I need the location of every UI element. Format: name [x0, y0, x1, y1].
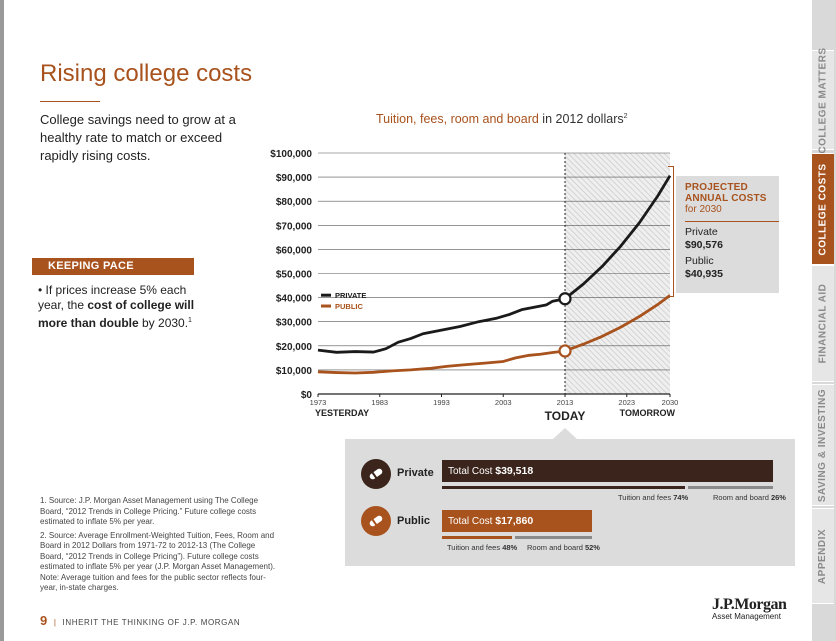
private-room-text: Room and board [713, 493, 769, 502]
side-tab-appendix[interactable]: APPENDIX [812, 508, 834, 604]
y-tick-label: $60,000 [276, 245, 313, 256]
page-title: Rising college costs [40, 60, 253, 87]
projected-public-label: Public [685, 255, 714, 267]
private-room-pct: 26% [770, 493, 786, 502]
y-tick-label: $80,000 [276, 197, 313, 208]
logo-line2: Asset Management [712, 612, 781, 621]
private-total-label: Total Cost [448, 466, 493, 477]
line-chart: $0 $10,000 $20,000 $30,000 $40,000 $50,000 $60… [270, 149, 679, 423]
y-tick-label: $30,000 [276, 318, 313, 329]
y-tick-label: $20,000 [276, 342, 313, 353]
private-tuition-pct: 74% [673, 493, 689, 502]
diploma-icon [361, 459, 391, 489]
today-marker-public [558, 344, 572, 358]
side-tab-label: APPENDIX [817, 528, 829, 584]
legend-label-private: PRIVATE [335, 291, 366, 300]
projection-line-public [564, 294, 671, 353]
y-tick-label: $90,000 [276, 173, 313, 184]
logo-line1: J.P.Morgan [712, 596, 787, 613]
y-tick-label: $100,000 [270, 149, 312, 160]
y-tick-label: $10,000 [276, 366, 313, 377]
side-tab-label: SAVING & INVESTING [817, 388, 829, 502]
public-total-label: Total Cost [448, 516, 493, 527]
today-panel-pointer [553, 428, 577, 439]
page-footer: 9 | INHERIT THE THINKING OF J.P. MORGAN [40, 613, 240, 628]
intro-text: College savings need to grow at a health… [40, 112, 236, 163]
side-tab-saving-investing[interactable]: SAVING & INVESTING [812, 384, 834, 506]
x-tick-label: 2003 [495, 398, 512, 407]
footnotes: 1. Source: J.P. Morgan Asset Management … [40, 496, 280, 597]
legend-label-public: PUBLIC [335, 302, 364, 311]
keeping-pace-text: • If prices increase 5% each year, the c… [38, 283, 198, 331]
private-total-bar: Total Cost $39,518 [442, 460, 773, 482]
projected-private-label: Private [685, 226, 718, 238]
x-tick-label: 1993 [433, 398, 450, 407]
public-room-split [515, 536, 592, 539]
private-tuition-text: Tuition and fees [618, 493, 672, 502]
side-tab-college-costs[interactable]: COLLEGE COSTS [812, 153, 834, 265]
x-tick-label: 2023 [618, 398, 635, 407]
footer-text: INHERIT THE THINKING OF J.P. MORGAN [62, 618, 241, 627]
private-room-split [688, 486, 773, 489]
y-tick-label: $50,000 [276, 270, 313, 281]
keeping-pace-label: KEEPING PACE [32, 258, 194, 275]
kp-text-post: by 2030. [138, 316, 189, 330]
side-tab-financial-aid[interactable]: FINANCIAL AID [812, 265, 834, 382]
x-tick-label: 1983 [371, 398, 388, 407]
public-total-bar: Total Cost $17,860 [442, 510, 592, 532]
y-tick-label: $0 [301, 390, 313, 401]
kp-footnote-mark: 1 [188, 317, 192, 324]
series-line-public [317, 349, 566, 375]
side-tab-label: COLLEGE MATTERS [817, 46, 829, 154]
chart-title: Tuition, fees, room and board in 2012 do… [376, 112, 628, 126]
footnote-2: 2. Source: Average Enrollment-Weighted T… [40, 530, 276, 593]
title-rule [40, 101, 100, 102]
chart-title-footnote: 2 [623, 112, 628, 120]
projected-private-value: $90,576 [685, 239, 723, 251]
public-total-value: $17,860 [495, 515, 534, 527]
public-tuition-pct: 48% [502, 543, 518, 552]
private-total-value: $39,518 [495, 465, 534, 477]
public-room-pct: 52% [584, 543, 600, 552]
public-room-text: Room and board [527, 543, 583, 552]
x-tick-label: 2030 [662, 398, 679, 407]
chart-title-plain: in 2012 dollars [538, 112, 624, 126]
projected-rule [685, 221, 779, 222]
y-tick-label: $40,000 [276, 294, 313, 305]
jpmorgan-logo: J.P.Morgan Asset Management [712, 596, 787, 621]
x-tick-label: 1973 [310, 398, 327, 407]
private-tuition-label: Tuition and fees 74% [618, 493, 688, 502]
projected-public-value: $40,935 [685, 268, 723, 280]
projected-subheading: for 2030 [685, 204, 722, 215]
page-number: 9 [40, 613, 48, 628]
today-marker-private [558, 292, 572, 306]
x-caption-tomorrow: TOMORROW [620, 408, 676, 418]
projected-costs-box: PROJECTED ANNUAL COSTS for 2030 Private … [676, 176, 779, 293]
series-line-private [317, 297, 566, 354]
projection-line-private [564, 174, 672, 300]
private-room-label: Room and board 26% [713, 493, 786, 502]
side-tab-label: FINANCIAL AID [817, 283, 829, 364]
footnote-1: 1. Source: J.P. Morgan Asset Management … [40, 496, 259, 526]
public-tuition-label: Tuition and fees 48% [447, 543, 517, 552]
side-tab-label: COLLEGE COSTS [817, 162, 829, 256]
side-tab-college-matters[interactable]: COLLEGE MATTERS [812, 46, 834, 154]
private-tuition-split [442, 486, 685, 489]
public-tuition-text: Tuition and fees [447, 543, 501, 552]
private-row-label: Private [397, 467, 434, 479]
y-tick-label: $70,000 [276, 221, 313, 232]
public-row-label: Public [397, 515, 431, 527]
public-room-label: Room and board 52% [527, 543, 600, 552]
x-caption-today: TODAY [545, 409, 586, 423]
kp-text-bold: cost of college will more than double [38, 298, 195, 330]
chart-title-bold: Tuition, fees, room and board [376, 112, 539, 126]
diploma-icon [361, 506, 391, 536]
footer-separator: | [53, 618, 57, 627]
public-tuition-split [442, 536, 512, 539]
kp-text-pre: • If prices increase 5% each year, the [38, 283, 187, 312]
projected-heading: PROJECTED ANNUAL COSTS [685, 182, 767, 204]
x-caption-yesterday: YESTERDAY [315, 408, 369, 418]
projected-bracket [668, 166, 674, 297]
x-tick-label: 2013 [557, 398, 574, 407]
